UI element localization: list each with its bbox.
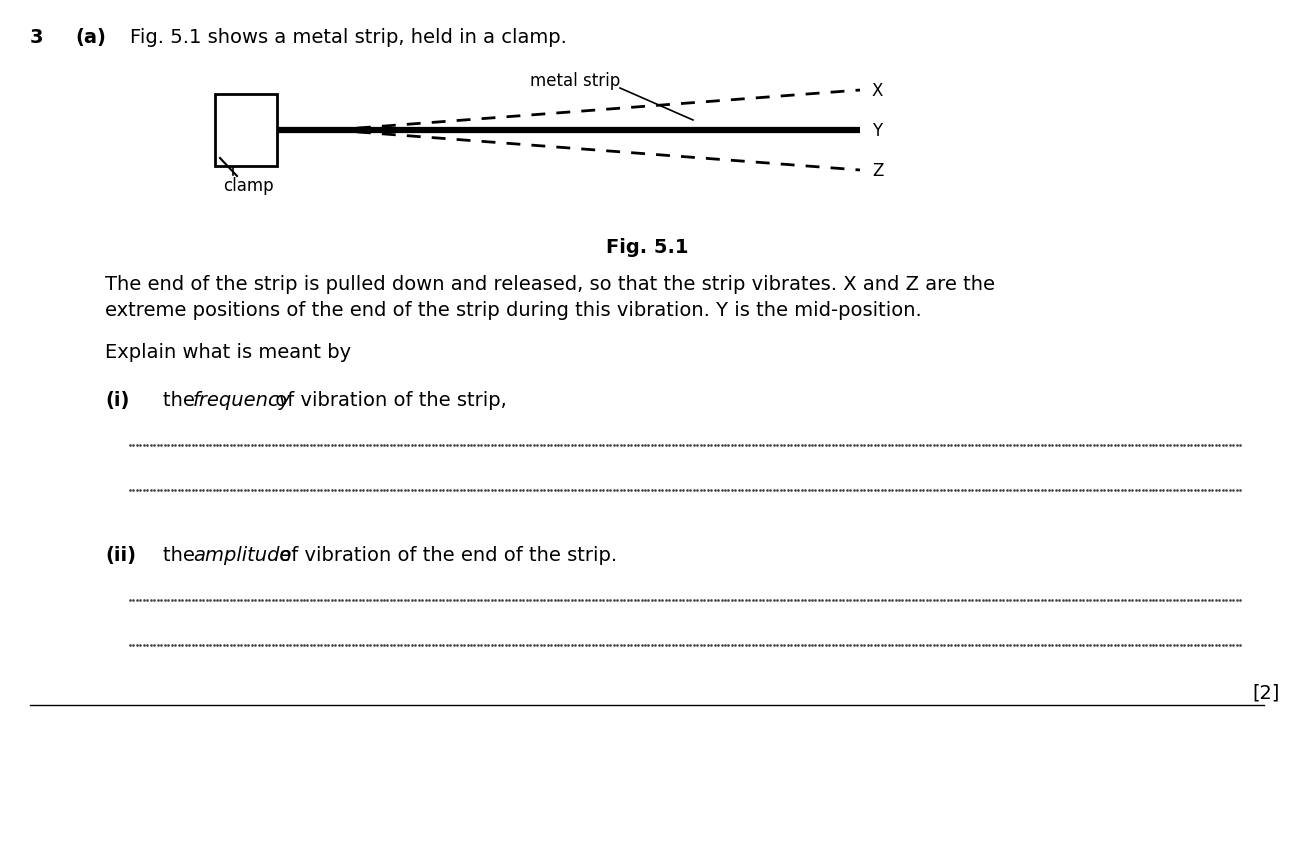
- Text: 3: 3: [30, 28, 44, 47]
- Text: metal strip: metal strip: [529, 72, 620, 90]
- Text: (a): (a): [75, 28, 106, 47]
- Text: (ii): (ii): [105, 545, 136, 565]
- Text: The end of the strip is pulled down and released, so that the strip vibrates. X : The end of the strip is pulled down and …: [105, 275, 995, 293]
- Text: Y: Y: [872, 122, 883, 140]
- Text: X: X: [872, 82, 884, 100]
- Text: the: the: [163, 391, 201, 409]
- Text: extreme positions of the end of the strip during this vibration. Y is the mid-po: extreme positions of the end of the stri…: [105, 300, 921, 320]
- Text: amplitude: amplitude: [193, 545, 291, 565]
- Text: frequency: frequency: [193, 391, 291, 409]
- Text: (i): (i): [105, 391, 129, 409]
- Text: Fig. 5.1 shows a metal strip, held in a clamp.: Fig. 5.1 shows a metal strip, held in a …: [129, 28, 567, 47]
- Text: Z: Z: [872, 162, 884, 180]
- Text: [2]: [2]: [1253, 683, 1280, 702]
- Text: of vibration of the strip,: of vibration of the strip,: [269, 391, 507, 409]
- Text: Fig. 5.1: Fig. 5.1: [606, 238, 688, 257]
- Text: of vibration of the end of the strip.: of vibration of the end of the strip.: [273, 545, 617, 565]
- Bar: [215, 95, 277, 167]
- Text: clamp: clamp: [223, 177, 273, 194]
- Text: the: the: [163, 545, 201, 565]
- Text: Explain what is meant by: Explain what is meant by: [105, 343, 351, 362]
